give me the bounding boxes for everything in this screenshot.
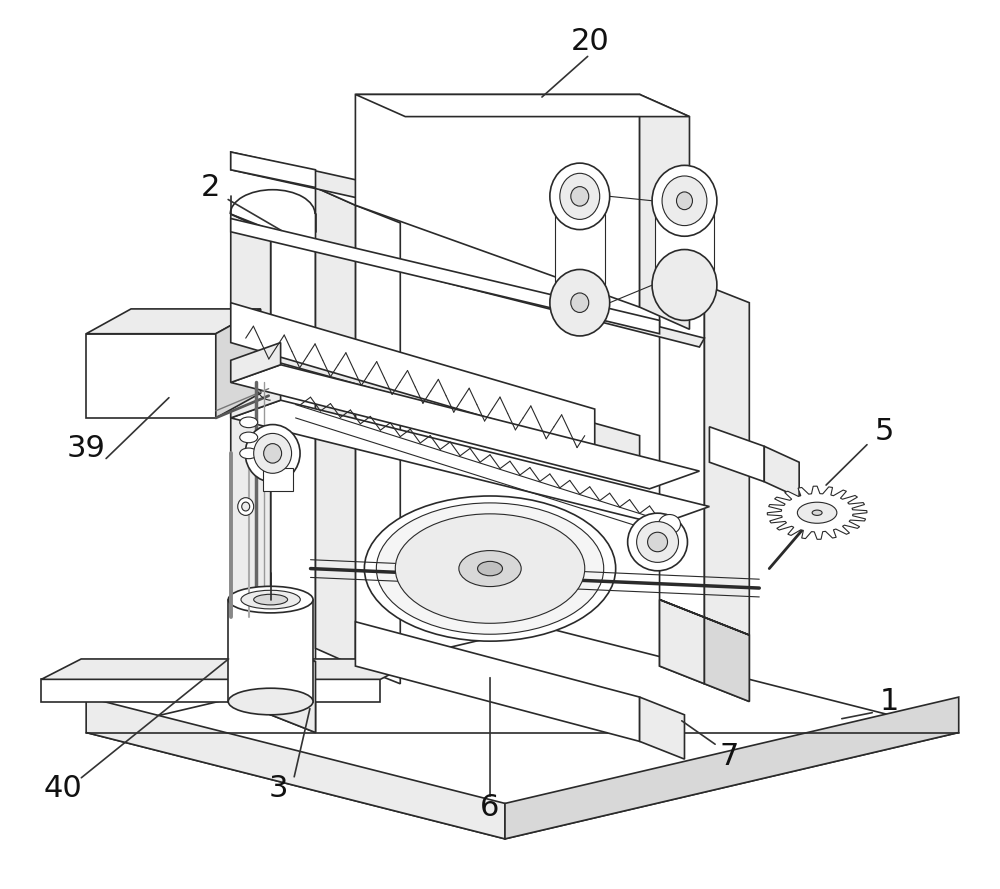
- Ellipse shape: [254, 594, 288, 605]
- Polygon shape: [505, 697, 959, 839]
- Ellipse shape: [812, 510, 822, 516]
- Polygon shape: [355, 621, 640, 741]
- Polygon shape: [231, 342, 281, 382]
- Ellipse shape: [376, 503, 604, 634]
- Polygon shape: [231, 626, 316, 661]
- Polygon shape: [660, 268, 704, 684]
- Polygon shape: [660, 599, 749, 635]
- Polygon shape: [316, 188, 355, 666]
- Polygon shape: [704, 285, 749, 701]
- Text: 2: 2: [201, 173, 220, 202]
- Polygon shape: [86, 626, 959, 839]
- Ellipse shape: [652, 165, 717, 236]
- Polygon shape: [231, 400, 709, 525]
- Polygon shape: [231, 152, 316, 188]
- Polygon shape: [263, 469, 293, 491]
- Polygon shape: [41, 659, 420, 679]
- Polygon shape: [231, 219, 660, 333]
- Ellipse shape: [364, 496, 616, 641]
- Text: 5: 5: [874, 417, 894, 445]
- Ellipse shape: [238, 498, 254, 516]
- Ellipse shape: [659, 515, 680, 534]
- Polygon shape: [231, 302, 595, 449]
- Polygon shape: [228, 599, 313, 701]
- Text: 40: 40: [44, 773, 83, 803]
- Polygon shape: [555, 196, 605, 302]
- Text: 39: 39: [67, 435, 106, 463]
- Ellipse shape: [241, 590, 300, 609]
- Ellipse shape: [637, 522, 679, 563]
- Polygon shape: [41, 679, 380, 701]
- Polygon shape: [355, 205, 400, 684]
- Text: 20: 20: [570, 27, 609, 56]
- Ellipse shape: [459, 550, 521, 587]
- Polygon shape: [316, 241, 704, 347]
- Ellipse shape: [560, 173, 600, 220]
- Ellipse shape: [571, 293, 589, 312]
- Polygon shape: [231, 214, 271, 715]
- Polygon shape: [231, 364, 699, 489]
- Polygon shape: [355, 94, 689, 116]
- Polygon shape: [231, 214, 316, 250]
- Polygon shape: [86, 308, 261, 333]
- Polygon shape: [764, 446, 799, 498]
- Polygon shape: [640, 697, 684, 759]
- Text: 1: 1: [879, 687, 899, 716]
- Polygon shape: [660, 599, 704, 684]
- Ellipse shape: [677, 192, 692, 210]
- Polygon shape: [231, 378, 281, 418]
- Polygon shape: [231, 152, 670, 268]
- Ellipse shape: [264, 444, 282, 463]
- Polygon shape: [709, 427, 764, 482]
- Polygon shape: [271, 333, 640, 462]
- Ellipse shape: [478, 561, 502, 576]
- Ellipse shape: [245, 425, 300, 482]
- Ellipse shape: [628, 513, 687, 571]
- Text: 3: 3: [269, 773, 288, 803]
- Polygon shape: [767, 486, 867, 540]
- Polygon shape: [271, 232, 316, 733]
- Ellipse shape: [240, 448, 258, 459]
- Text: 6: 6: [480, 793, 500, 822]
- Ellipse shape: [240, 432, 258, 443]
- Ellipse shape: [797, 502, 837, 524]
- Ellipse shape: [550, 163, 610, 229]
- Ellipse shape: [550, 269, 610, 336]
- Ellipse shape: [395, 514, 585, 623]
- Polygon shape: [640, 94, 689, 329]
- Polygon shape: [355, 94, 640, 307]
- Ellipse shape: [228, 688, 313, 715]
- Ellipse shape: [571, 187, 589, 206]
- Polygon shape: [704, 617, 749, 701]
- Ellipse shape: [662, 176, 707, 226]
- Polygon shape: [655, 201, 714, 285]
- Ellipse shape: [652, 250, 717, 320]
- Polygon shape: [316, 188, 699, 285]
- Polygon shape: [231, 626, 271, 715]
- Polygon shape: [86, 697, 505, 839]
- Ellipse shape: [648, 533, 668, 552]
- Ellipse shape: [254, 434, 292, 473]
- Polygon shape: [86, 333, 216, 418]
- Polygon shape: [216, 308, 261, 418]
- Polygon shape: [271, 644, 316, 733]
- Ellipse shape: [228, 587, 313, 613]
- Ellipse shape: [240, 417, 258, 428]
- Text: 7: 7: [720, 742, 739, 771]
- Ellipse shape: [242, 502, 250, 511]
